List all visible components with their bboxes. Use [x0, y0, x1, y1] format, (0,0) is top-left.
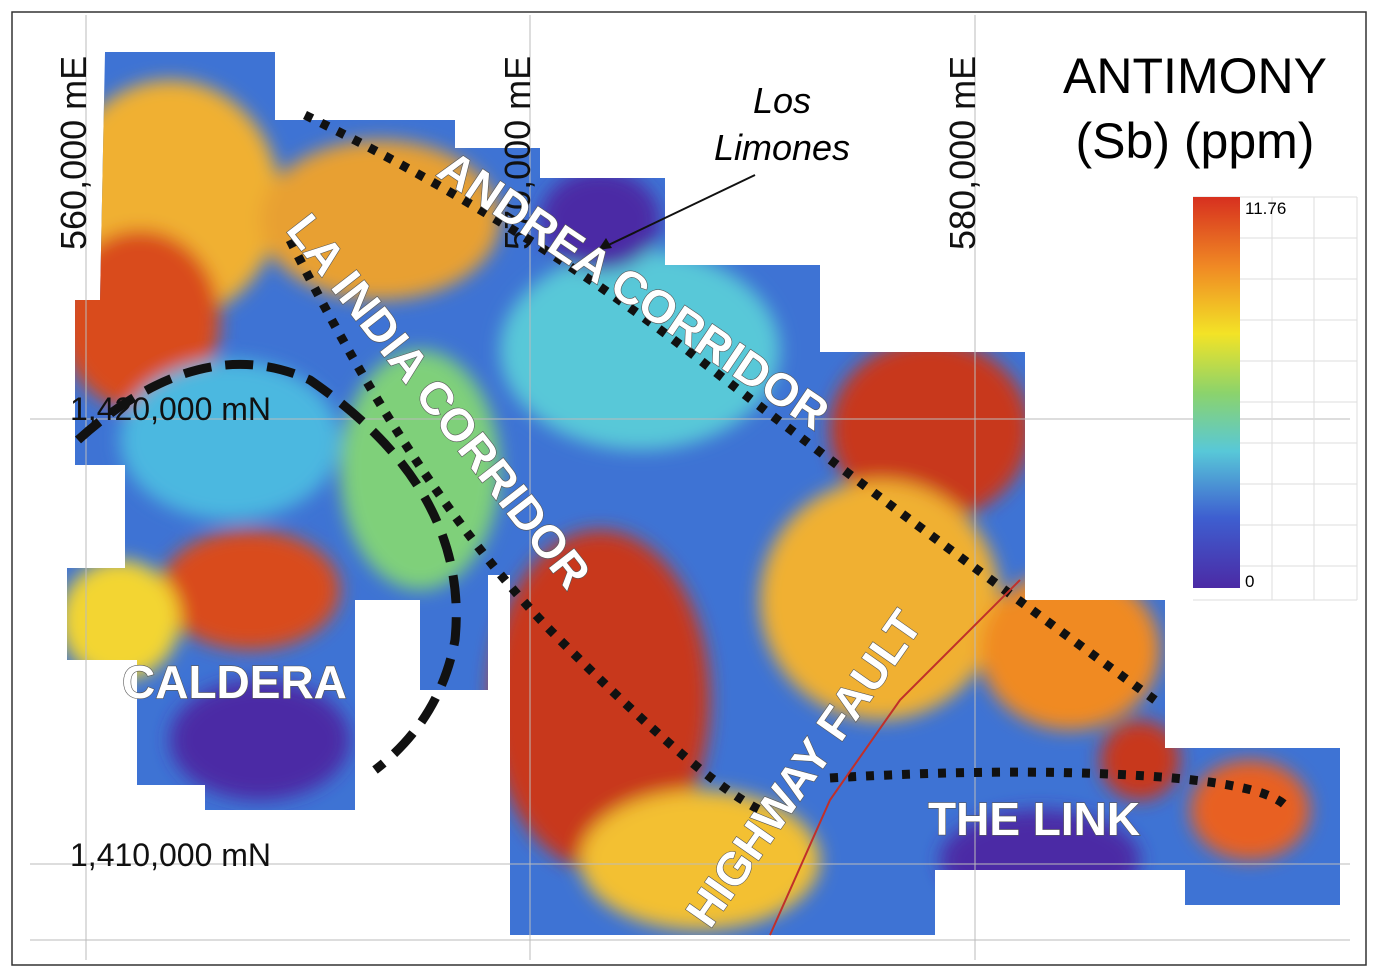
frame: [11, 11, 1367, 966]
northing-label: 1,420,000 mN: [70, 391, 271, 427]
colorbar-min: 0: [1245, 572, 1254, 591]
easting-label: 580,000 mE: [942, 56, 983, 250]
colorbar-max: 11.76: [1245, 199, 1286, 218]
antimony-grid: [67, 52, 1340, 935]
title: ANTIMONY: [1063, 48, 1327, 104]
structures: [74, 110, 1289, 815]
place-label: Los: [753, 80, 811, 121]
colorbar: 11.76 0: [1193, 196, 1358, 601]
easting-label: 560,000 mE: [53, 56, 94, 250]
arrowhead: [598, 238, 612, 250]
easting-label: 570,000 mE: [497, 56, 538, 250]
fault-trace: [769, 579, 1021, 936]
caldera-rim: [74, 359, 461, 774]
area-label: THE LINK: [928, 793, 1140, 845]
colorbar-ramp: [1193, 197, 1240, 588]
area-label: CALDERA: [122, 656, 347, 708]
title: (Sb) (ppm): [1076, 113, 1315, 169]
leader: [597, 174, 756, 251]
place-label: Limones: [714, 127, 850, 168]
grid: [30, 15, 1350, 960]
northing-label: 1,410,000 mN: [70, 837, 271, 873]
